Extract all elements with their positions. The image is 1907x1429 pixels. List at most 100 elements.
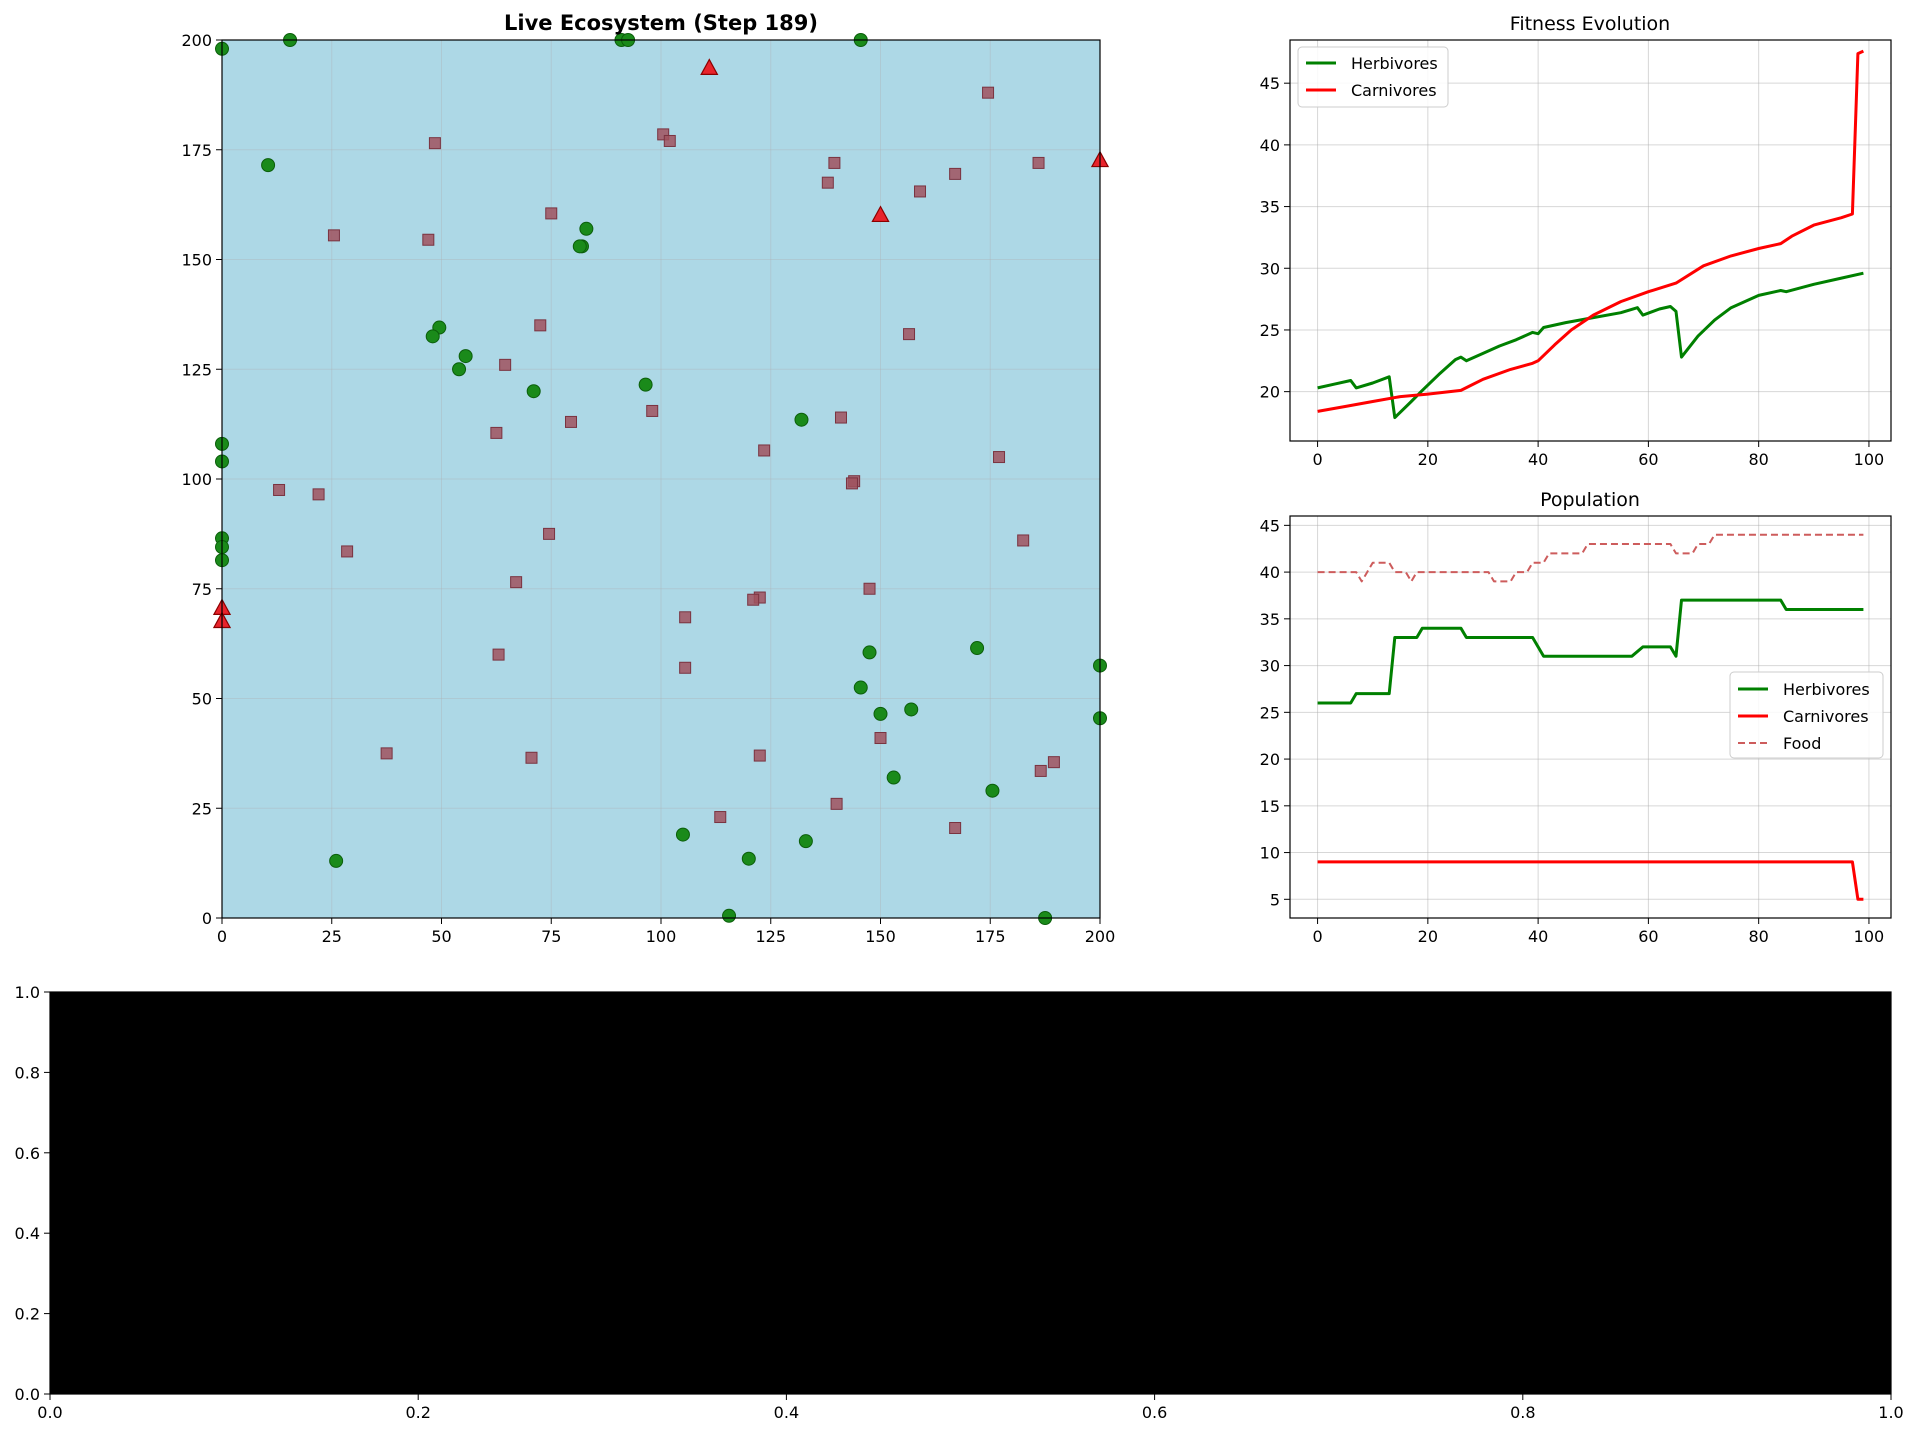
ecosystem-x-tick-label: 25 bbox=[322, 927, 342, 946]
food-point bbox=[492, 648, 505, 661]
ecosystem-y-tick-label: 50 bbox=[192, 690, 212, 709]
population-y-tick-label: 10 bbox=[1260, 844, 1280, 863]
ecosystem-plot: 0 25 50 75 100 125 150 175 200 0 25 50 75 100 125 150 17… bbox=[181, 11, 1115, 946]
herbivore-point bbox=[886, 770, 901, 785]
population-y-tick-label: 5 bbox=[1270, 890, 1280, 909]
food-point bbox=[747, 593, 760, 606]
black-axes-x-tick-label: 0.8 bbox=[1510, 1403, 1535, 1422]
ecosystem-x-tick-label: 200 bbox=[1085, 927, 1116, 946]
food-point bbox=[646, 404, 659, 417]
food-point bbox=[525, 751, 538, 764]
fitness-evolution-plot: 0 20 40 60 80 100 20 25 30 35 40 45 Fitness Evoluti… bbox=[1260, 13, 1892, 469]
population-title: Population bbox=[1540, 489, 1640, 511]
herbivore-point bbox=[329, 853, 344, 868]
food-point bbox=[982, 86, 995, 99]
black-axes-x-tick-label: 0.0 bbox=[37, 1403, 62, 1422]
herbivore-point bbox=[572, 239, 587, 254]
food-point bbox=[828, 156, 841, 169]
population-grid bbox=[1290, 516, 1891, 918]
food-point bbox=[341, 545, 354, 558]
food-point bbox=[903, 328, 916, 341]
fitness-herbivores-line bbox=[1317, 271, 1864, 420]
ecosystem-y-tick-label: 100 bbox=[181, 470, 212, 489]
ecosystem-x-tick-label: 175 bbox=[975, 927, 1006, 946]
food-point bbox=[1032, 156, 1045, 169]
herbivore-point bbox=[985, 783, 1000, 798]
food-point bbox=[834, 411, 847, 424]
food-point bbox=[845, 477, 858, 490]
fitness-y-tick-label: 40 bbox=[1260, 136, 1280, 155]
ecosystem-x-tick-label: 0 bbox=[217, 927, 227, 946]
population-legend: Herbivores Carnivores Food bbox=[1729, 671, 1884, 759]
black-axes-ticks: 0.0 0.2 0.4 0.6 0.8 1.0 0.0 0.2 0.4 0.6 0.8 1.0 bbox=[15, 983, 1904, 1422]
ecosystem-y-tick-label: 175 bbox=[181, 141, 212, 160]
herbivore-point bbox=[722, 908, 737, 923]
population-lines bbox=[1317, 533, 1864, 901]
fitness-y-tick-label: 30 bbox=[1260, 259, 1280, 278]
food-point bbox=[863, 582, 876, 595]
ecosystem-x-tick-label: 100 bbox=[646, 927, 677, 946]
food-point bbox=[993, 451, 1006, 464]
black-axes-y-tick-label: 0.2 bbox=[15, 1305, 40, 1324]
population-x-tick-label: 80 bbox=[1748, 927, 1768, 946]
herbivore-point bbox=[638, 377, 653, 392]
fitness-x-tick-label: 40 bbox=[1528, 450, 1548, 469]
black-axes-y-tick-label: 0.0 bbox=[15, 1385, 40, 1404]
fitness-grid bbox=[1290, 40, 1891, 441]
population-y-tick-label: 35 bbox=[1260, 610, 1280, 629]
food-point bbox=[273, 483, 286, 496]
black-axes-background bbox=[50, 992, 1891, 1394]
population-y-tick-label: 25 bbox=[1260, 703, 1280, 722]
carnivore-point bbox=[871, 205, 890, 223]
ecosystem-ticks: 0 25 50 75 100 125 150 175 200 0 25 50 75 100 125 150 17… bbox=[181, 31, 1115, 946]
herbivore-point bbox=[873, 706, 888, 721]
ecosystem-y-tick-label: 75 bbox=[192, 580, 212, 599]
fitness-legend-carnivores-label: Carnivores bbox=[1351, 81, 1437, 100]
food-point bbox=[679, 661, 692, 674]
population-y-tick-label: 30 bbox=[1260, 657, 1280, 676]
ecosystem-x-tick-label: 150 bbox=[865, 927, 896, 946]
population-x-tick-label: 60 bbox=[1638, 927, 1658, 946]
population-y-tick-label: 45 bbox=[1260, 516, 1280, 535]
herbivore-point bbox=[970, 641, 985, 656]
herbivore-point bbox=[904, 702, 919, 717]
black-axes-x-tick-label: 0.4 bbox=[774, 1403, 799, 1422]
ecosystem-y-tick-label: 125 bbox=[181, 360, 212, 379]
population-x-tick-label: 20 bbox=[1418, 927, 1438, 946]
ecosystem-x-tick-label: 50 bbox=[431, 927, 451, 946]
food-point bbox=[545, 207, 558, 220]
ecosystem-x-tick-label: 75 bbox=[541, 927, 561, 946]
herbivore-point bbox=[675, 827, 690, 842]
fitness-plot-frame bbox=[1289, 39, 1892, 442]
herbivore-point bbox=[425, 329, 440, 344]
population-herbivores-line bbox=[1317, 598, 1864, 705]
ecosystem-y-tick-label: 25 bbox=[192, 799, 212, 818]
herbivore-point bbox=[862, 645, 877, 660]
population-y-tick-label: 20 bbox=[1260, 750, 1280, 769]
food-point bbox=[914, 185, 927, 198]
food-point bbox=[753, 749, 766, 762]
herbivore-point bbox=[853, 680, 868, 695]
herbivore-point bbox=[526, 384, 541, 399]
black-axes-x-tick-label: 0.6 bbox=[1142, 1403, 1167, 1422]
food-point bbox=[949, 822, 962, 835]
black-axes-y-tick-label: 0.4 bbox=[15, 1224, 40, 1243]
food-point bbox=[380, 747, 393, 760]
food-point bbox=[543, 527, 556, 540]
food-point bbox=[1034, 764, 1047, 777]
food-point bbox=[428, 137, 441, 150]
herbivore-point bbox=[452, 362, 467, 377]
population-plot-frame bbox=[1289, 515, 1892, 919]
food-point bbox=[490, 426, 503, 439]
population-legend-herbivores-label: Herbivores bbox=[1783, 680, 1870, 699]
population-legend-food-label: Food bbox=[1783, 734, 1821, 753]
food-point bbox=[830, 797, 843, 810]
food-point bbox=[510, 576, 523, 589]
population-y-tick-label: 15 bbox=[1260, 797, 1280, 816]
food-point bbox=[663, 134, 676, 147]
population-y-tick-label: 40 bbox=[1260, 563, 1280, 582]
black-axes-x-tick-label: 0.2 bbox=[405, 1403, 430, 1422]
fitness-y-tick-label: 35 bbox=[1260, 198, 1280, 217]
population-x-tick-label: 0 bbox=[1312, 927, 1322, 946]
fitness-x-tick-label: 80 bbox=[1748, 450, 1768, 469]
